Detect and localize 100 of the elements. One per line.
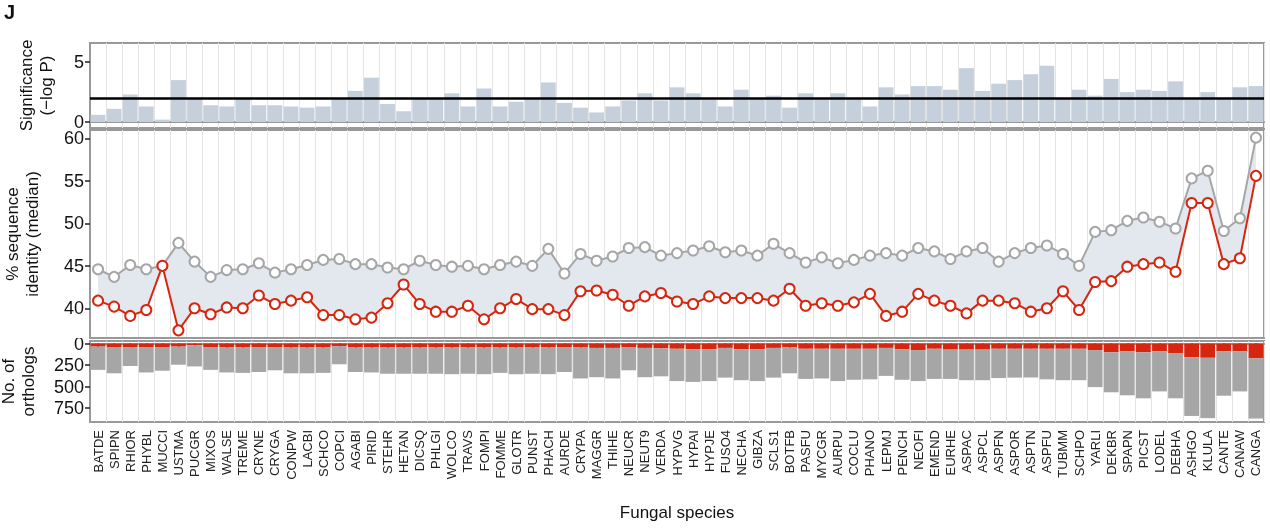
x-tick-label: COPCI <box>331 430 347 472</box>
x-tick-label: KLULA <box>1200 429 1216 472</box>
bar <box>460 347 476 374</box>
bar <box>1248 358 1264 419</box>
x-axis-title: Fungal species <box>619 503 735 522</box>
x-tick-label: SPAPN <box>1119 430 1135 474</box>
text: J <box>4 1 16 23</box>
bar <box>1055 343 1071 349</box>
x-tick-label: PUNST <box>524 429 540 475</box>
bar <box>846 99 862 123</box>
x-tick-label: NEOFI <box>910 430 926 470</box>
y-tick-label: 750 <box>53 398 84 419</box>
bar <box>90 346 106 370</box>
x-tick-label: CRYPA <box>573 429 589 474</box>
x-tick-label: NEUT9 <box>637 430 653 473</box>
bar <box>460 106 476 123</box>
x-tick-label: AURDE <box>556 429 572 476</box>
bar <box>669 343 685 349</box>
y-tick-label: 5 <box>73 52 84 73</box>
x-tick-label: CANAW <box>1232 429 1248 478</box>
x-tick-label: PUCGR <box>187 430 203 477</box>
x-tick-label: NEUCR <box>621 430 637 477</box>
bar <box>267 347 283 371</box>
bar <box>846 348 862 380</box>
bar <box>862 106 878 123</box>
x-tick-label: CONPW <box>283 429 299 480</box>
x-tick-label: PASFU <box>798 430 814 473</box>
x-tick-label: PHYBL <box>138 430 154 473</box>
x-tick-label: PENCH <box>894 430 910 476</box>
x-tick-label: COCLU <box>846 430 862 476</box>
x-tick-label: BATDE <box>90 429 106 473</box>
x-tick-label: USTMA <box>170 429 186 476</box>
x-tick-label: NECHA <box>733 429 749 476</box>
bar <box>492 347 508 373</box>
x-tick-label: TRAVS <box>460 429 476 473</box>
x-tick-label: MAGGR <box>589 430 605 480</box>
x-tick-label: EMEND <box>926 430 942 477</box>
x-tick-label: STEHR <box>380 430 396 475</box>
x-tick-label: ASPFU <box>1039 430 1055 474</box>
x-tick-label: PHANO <box>862 430 878 477</box>
x-tick-label: EURHE <box>942 429 958 476</box>
x-tick-label: DICSQ <box>412 430 428 472</box>
y-axis-title: % sequence identity (median) <box>2 171 42 297</box>
x-tick-label: ASPFN <box>991 430 1007 474</box>
x-tick-label: TUBMM <box>1055 430 1071 478</box>
x-tick-label: CANTE <box>1216 429 1232 475</box>
x-tick-label: SPIPN <box>106 430 122 470</box>
x-tick-label: HETAN <box>396 430 412 474</box>
x-tick-label: CANGA <box>1248 429 1264 477</box>
x-tick-label: WALSE <box>219 429 235 476</box>
x-tick-label: FOMME <box>492 429 508 479</box>
bar <box>685 349 701 382</box>
x-tick-label: WOLCO <box>444 430 460 480</box>
y-tick-label: 500 <box>53 376 84 397</box>
x-tick-label: GLOTR <box>508 430 524 475</box>
x-tick-label: ASHGO <box>1184 430 1200 477</box>
x-tick-label: DEKBR <box>1103 430 1119 475</box>
x-tick-label: PHLGI <box>428 430 444 470</box>
x-tick-label: THIHE <box>605 429 621 469</box>
x-tick-label: HYPVG <box>669 430 685 476</box>
bar <box>90 343 106 347</box>
x-tick-label: BOTFB <box>782 430 798 474</box>
x-tick-label: ASPTN <box>1023 430 1039 474</box>
x-tick-label: PICST <box>1135 429 1151 469</box>
bar <box>1071 348 1087 381</box>
x-tick-label: MYCGR <box>814 430 830 479</box>
bar <box>267 105 283 123</box>
bar <box>283 106 299 123</box>
bar <box>492 106 508 123</box>
bar <box>1071 343 1087 349</box>
x-tick-label: HYPAI <box>685 430 701 469</box>
x-tick-label: MUCCI <box>154 430 170 473</box>
bar <box>476 347 492 375</box>
x-tick-label: VERDA <box>653 429 669 475</box>
x-tick-label: ASPAC <box>958 430 974 474</box>
y-tick-label: 40 <box>63 298 84 319</box>
x-tick-label: LEPMJ <box>878 430 894 472</box>
x-tick-label: LACBI <box>299 430 315 468</box>
x-tick-label: DEBHA <box>1168 429 1184 475</box>
y-tick-label: 45 <box>63 255 84 276</box>
bar <box>862 348 878 380</box>
x-tick-label: YARLI <box>1087 430 1103 467</box>
x-tick-label: PHACH <box>540 430 556 476</box>
x-tick-label: MIXOS <box>203 429 219 472</box>
x-tick-label: AGABI <box>347 430 363 470</box>
bar <box>283 347 299 374</box>
bar <box>653 100 669 123</box>
x-tick-label: PIRID <box>363 430 379 465</box>
x-tick-label: RHIOR <box>122 430 138 472</box>
x-tick-label: ASPOR <box>1007 430 1023 476</box>
x-tick-label: TREME <box>235 429 251 476</box>
bar <box>1248 343 1264 359</box>
bar <box>90 114 106 123</box>
y-axis-title: Significance (−log P) <box>16 39 56 132</box>
y-tick-label: 55 <box>63 170 84 191</box>
x-tick-label: FOMPI <box>476 430 492 472</box>
x-tick-label: GIBZA <box>749 429 765 470</box>
bar <box>846 343 862 349</box>
x-tick-label: SCHPO <box>1071 430 1087 477</box>
y-tick-label: 60 <box>63 128 84 149</box>
